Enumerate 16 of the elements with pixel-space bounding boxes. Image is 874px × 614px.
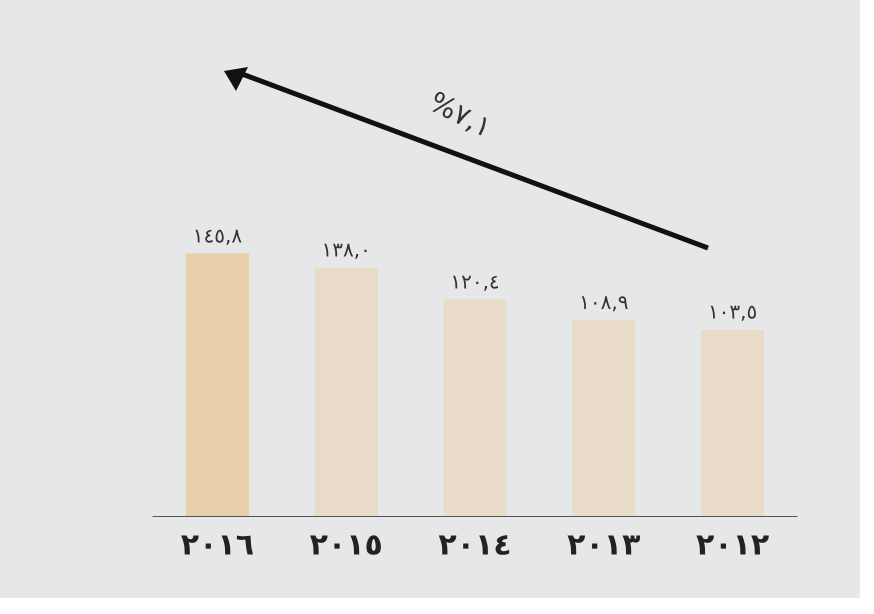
x-tick-label: ٢٠١٣: [567, 528, 640, 562]
data-label: ١٢٠,٤: [450, 269, 500, 294]
x-tick-label: ٢٠١٤: [438, 528, 512, 562]
bar: [444, 299, 506, 516]
x-tick-label: ٢٠١٦: [180, 528, 254, 562]
bar: [701, 330, 764, 516]
text: %٧,١: [424, 84, 498, 144]
bar: [314, 268, 378, 516]
bar: [572, 320, 636, 516]
bar: [186, 254, 249, 516]
x-tick-label: ٢٠١٢: [696, 528, 770, 562]
x-tick-label: ٢٠١٥: [310, 528, 383, 562]
data-label: ١٣٨,٠: [322, 238, 371, 262]
data-label: ١٤٥,٨: [192, 224, 242, 248]
data-label: ١٠٣,٥: [708, 300, 758, 324]
data-label: ١٠٨,٩: [579, 290, 628, 314]
